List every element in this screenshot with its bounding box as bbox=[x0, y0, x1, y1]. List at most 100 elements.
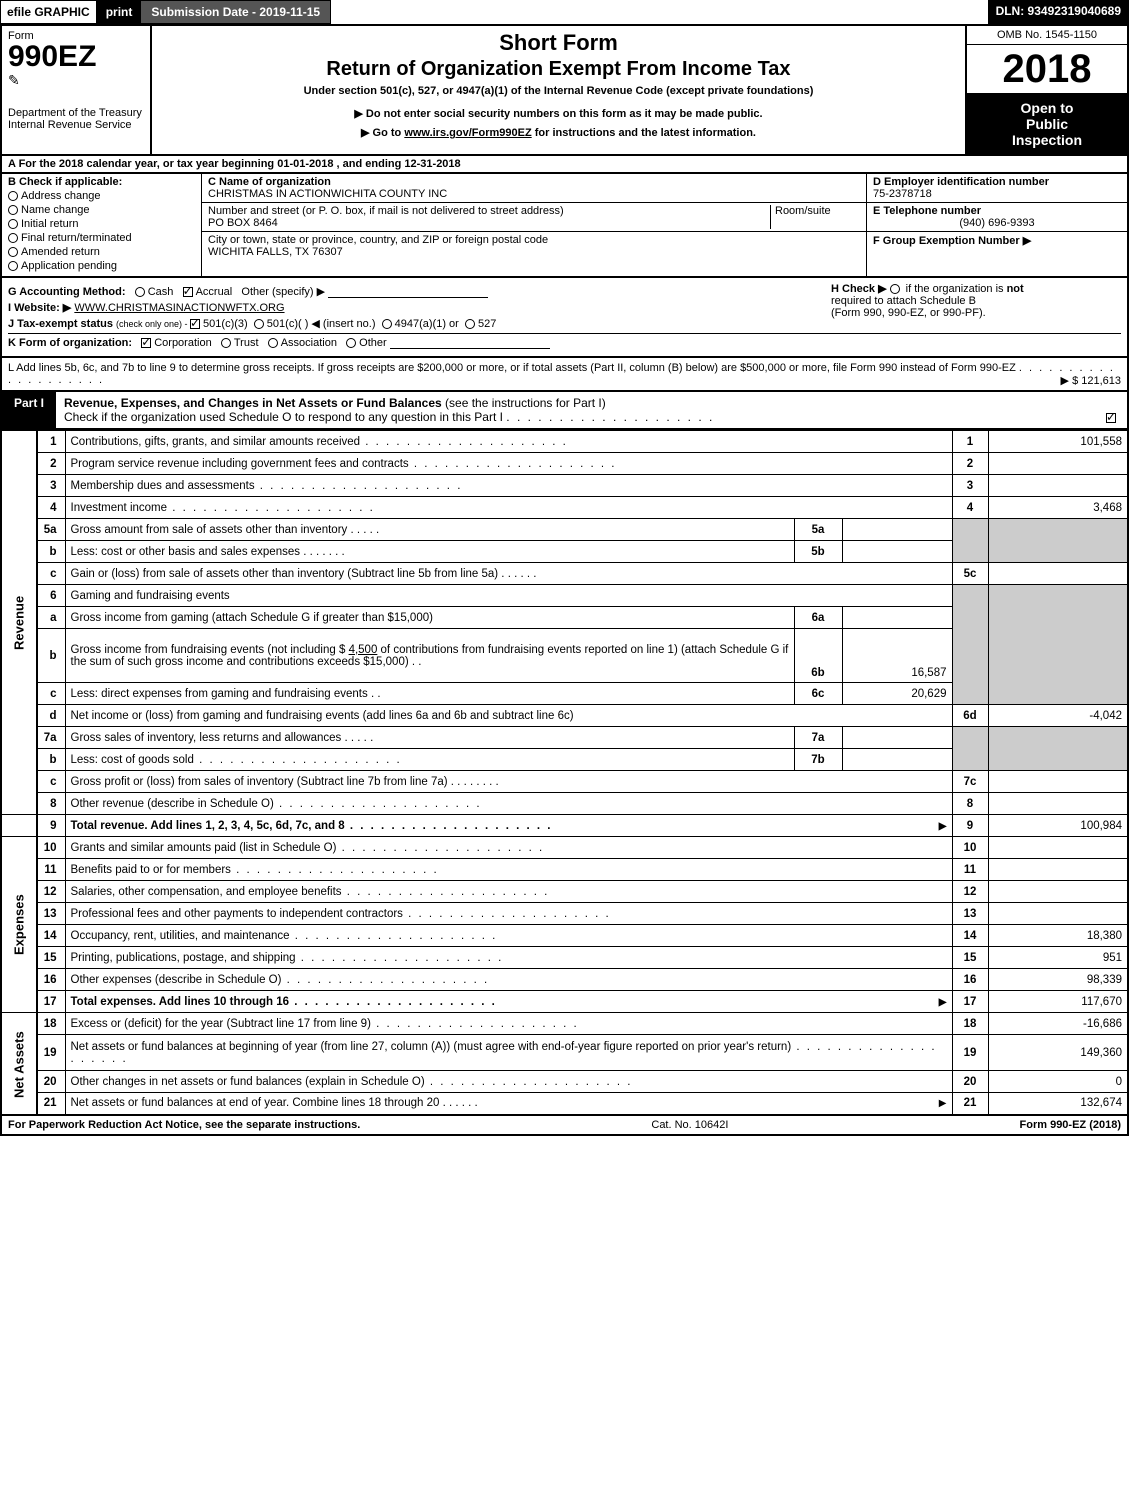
footer-form: Form 990-EZ (2018) bbox=[1020, 1119, 1121, 1131]
l5c-ln: 5c bbox=[952, 563, 988, 585]
omb-number: OMB No. 1545-1150 bbox=[967, 26, 1127, 45]
l19-amt: 149,360 bbox=[988, 1035, 1128, 1071]
l9-num: 9 bbox=[37, 815, 65, 837]
part1-schedule-o-chk[interactable] bbox=[1106, 413, 1116, 423]
l8-desc: Other revenue (describe in Schedule O) bbox=[71, 798, 274, 810]
part1-title: Revenue, Expenses, and Changes in Net As… bbox=[64, 396, 442, 410]
l8-ln: 8 bbox=[952, 793, 988, 815]
l15-ln: 15 bbox=[952, 947, 988, 969]
l4-desc: Investment income bbox=[71, 502, 168, 514]
side-expenses: Expenses bbox=[1, 837, 37, 1013]
l7c-num: c bbox=[37, 771, 65, 793]
col-c-orginfo: C Name of organization CHRISTMAS IN ACTI… bbox=[202, 174, 867, 276]
l10-num: 10 bbox=[37, 837, 65, 859]
l-text: L Add lines 5b, 6c, and 7b to line 9 to … bbox=[8, 362, 1016, 374]
l18-ln: 18 bbox=[952, 1013, 988, 1035]
submission-date: Submission Date - 2019-11-15 bbox=[141, 0, 331, 24]
l6a-sv bbox=[842, 607, 952, 629]
chk-name-change[interactable] bbox=[8, 205, 18, 215]
l10-amt bbox=[988, 837, 1128, 859]
k-assoc-chk[interactable] bbox=[268, 338, 278, 348]
b-item-2: Initial return bbox=[21, 218, 78, 230]
l5a-sub: 5a bbox=[794, 519, 842, 541]
l20-ln: 20 bbox=[952, 1071, 988, 1093]
rowA-pre: A For the 2018 calendar year, or tax yea… bbox=[8, 158, 277, 170]
l11-num: 11 bbox=[37, 859, 65, 881]
f-group-label: F Group Exemption Number ▶ bbox=[873, 234, 1121, 247]
g-other: Other (specify) ▶ bbox=[241, 286, 325, 298]
print-button[interactable]: print bbox=[97, 0, 142, 24]
l9-amt: 100,984 bbox=[988, 815, 1128, 837]
l14-amt: 18,380 bbox=[988, 925, 1128, 947]
j-501c-chk[interactable] bbox=[254, 319, 264, 329]
b-item-1: Name change bbox=[21, 204, 90, 216]
part1-paren: (see the instructions for Part I) bbox=[445, 396, 606, 410]
l9-ln: 9 bbox=[952, 815, 988, 837]
l7c-desc: Gross profit or (loss) from sales of inv… bbox=[71, 776, 448, 788]
k-label: K Form of organization: bbox=[8, 337, 132, 349]
l4-amt: 3,468 bbox=[988, 497, 1128, 519]
k-trust-chk[interactable] bbox=[221, 338, 231, 348]
b-item-4: Amended return bbox=[21, 246, 100, 258]
l10-ln: 10 bbox=[952, 837, 988, 859]
form-right-box: OMB No. 1545-1150 2018 Open to Public In… bbox=[967, 26, 1127, 154]
l1-ln: 1 bbox=[952, 431, 988, 453]
l6c-sv: 20,629 bbox=[842, 683, 952, 705]
l12-desc: Salaries, other compensation, and employ… bbox=[71, 886, 342, 898]
l12-num: 12 bbox=[37, 881, 65, 903]
j-a: 501(c)(3) bbox=[203, 318, 248, 330]
k-c: Association bbox=[281, 337, 337, 349]
irs-link[interactable]: www.irs.gov/Form990EZ bbox=[404, 127, 531, 139]
l7c-ln: 7c bbox=[952, 771, 988, 793]
k-other-input[interactable] bbox=[390, 337, 550, 349]
h-checkbox[interactable] bbox=[890, 284, 900, 294]
form-number: 990EZ bbox=[8, 42, 144, 72]
l11-amt bbox=[988, 859, 1128, 881]
l5a-sv bbox=[842, 519, 952, 541]
c-street-value: PO BOX 8464 bbox=[208, 217, 278, 229]
inspect2: Public bbox=[971, 116, 1123, 132]
l7a-desc: Gross sales of inventory, less returns a… bbox=[71, 732, 342, 744]
j-label: J Tax-exempt status bbox=[8, 318, 113, 330]
chk-initial-return[interactable] bbox=[8, 219, 18, 229]
inspect1: Open to bbox=[971, 100, 1123, 116]
l16-ln: 16 bbox=[952, 969, 988, 991]
l6c-sub: 6c bbox=[794, 683, 842, 705]
i-website[interactable]: WWW.CHRISTMASINACTIONWFTX.ORG bbox=[74, 302, 284, 314]
l7a-sv bbox=[842, 727, 952, 749]
g-other-input[interactable] bbox=[328, 286, 488, 298]
l17-ln: 17 bbox=[952, 991, 988, 1013]
l21-amt: 132,674 bbox=[988, 1093, 1128, 1115]
l3-num: 3 bbox=[37, 475, 65, 497]
h-label: H Check ▶ bbox=[831, 283, 887, 295]
chk-amended-return[interactable] bbox=[8, 247, 18, 257]
l11-ln: 11 bbox=[952, 859, 988, 881]
top-bar: efile GRAPHIC print Submission Date - 20… bbox=[0, 0, 1129, 24]
page-footer: For Paperwork Reduction Act Notice, see … bbox=[0, 1116, 1129, 1136]
j-527-chk[interactable] bbox=[465, 319, 475, 329]
chk-address-change[interactable] bbox=[8, 191, 18, 201]
l10-desc: Grants and similar amounts paid (list in… bbox=[71, 842, 337, 854]
l7b-num: b bbox=[37, 749, 65, 771]
c-room-label: Room/suite bbox=[775, 205, 831, 217]
note2-pre: ▶ Go to bbox=[361, 127, 404, 139]
chk-final-return[interactable] bbox=[8, 233, 18, 243]
l2-desc: Program service revenue including govern… bbox=[71, 458, 409, 470]
chk-application-pending[interactable] bbox=[8, 261, 18, 271]
l21-num: 21 bbox=[37, 1093, 65, 1115]
open-to-public: Open to Public Inspection bbox=[967, 94, 1127, 154]
j-501c3-chk[interactable] bbox=[190, 319, 200, 329]
g-cash-radio[interactable] bbox=[135, 287, 145, 297]
part1-tag: Part I bbox=[2, 392, 56, 428]
g-accrual-radio[interactable] bbox=[183, 287, 193, 297]
footer-cat: Cat. No. 10642I bbox=[360, 1119, 1019, 1131]
l6d-amt: -4,042 bbox=[988, 705, 1128, 727]
j-4947-chk[interactable] bbox=[382, 319, 392, 329]
l2-num: 2 bbox=[37, 453, 65, 475]
l13-ln: 13 bbox=[952, 903, 988, 925]
k-corp-chk[interactable] bbox=[141, 338, 151, 348]
k-other-chk[interactable] bbox=[346, 338, 356, 348]
j-c: 4947(a)(1) or bbox=[395, 318, 459, 330]
l8-amt bbox=[988, 793, 1128, 815]
inspect3: Inspection bbox=[971, 132, 1123, 148]
